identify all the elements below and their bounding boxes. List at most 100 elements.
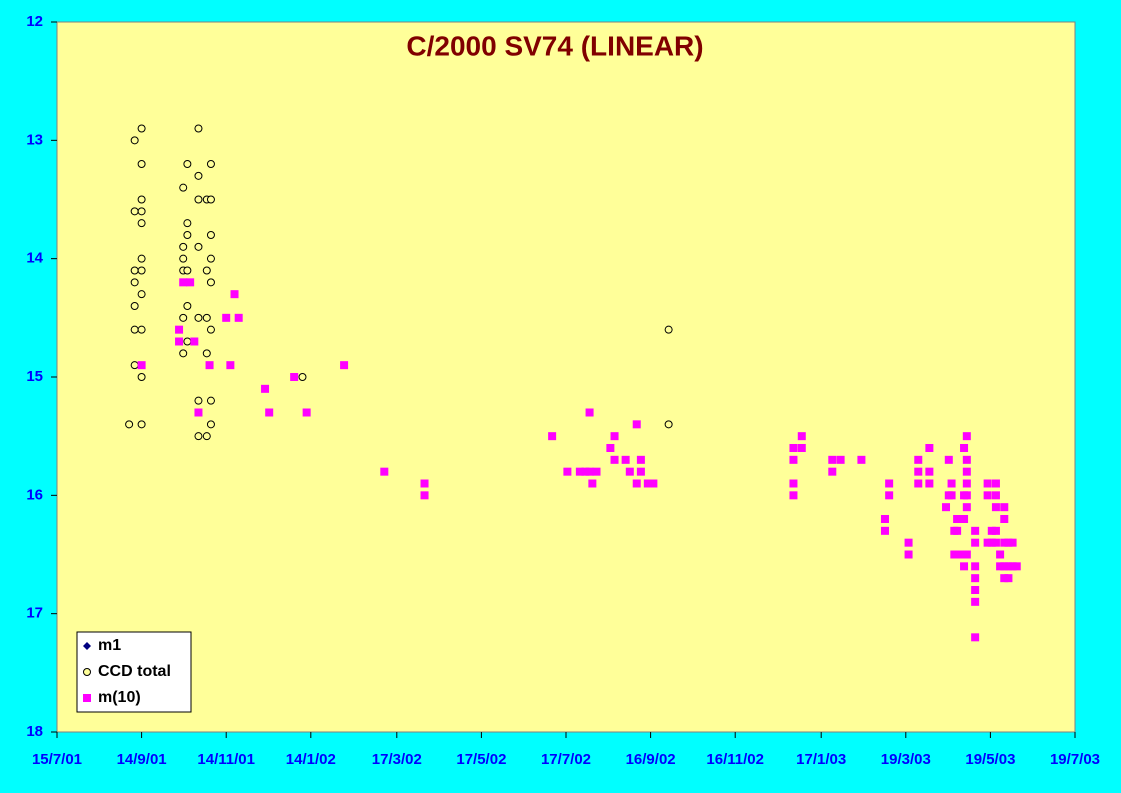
point (1004, 538, 1013, 547)
point (222, 313, 231, 322)
point (380, 467, 389, 476)
legend-marker (83, 668, 91, 676)
point (575, 467, 584, 476)
point (179, 349, 188, 358)
point (548, 432, 557, 441)
point (137, 361, 146, 370)
point (588, 479, 597, 488)
point (137, 160, 146, 168)
legend: m1 CCD total m(10) (76, 631, 192, 713)
point (183, 266, 192, 275)
point (953, 526, 962, 535)
x-tick-label: 14/11/01 (197, 751, 255, 768)
point (857, 455, 866, 464)
point (194, 408, 203, 417)
point (636, 455, 645, 464)
point (261, 384, 270, 393)
point (996, 562, 1005, 571)
plot-area (56, 21, 1076, 733)
point (194, 171, 203, 180)
point (137, 290, 146, 299)
x-tick-label: 14/9/01 (117, 751, 167, 768)
point (1012, 562, 1021, 571)
point (962, 479, 971, 488)
point (137, 124, 146, 133)
point (991, 503, 1000, 512)
point (962, 432, 971, 441)
point (987, 538, 996, 547)
y-tick-label: 16 (26, 486, 43, 503)
y-tick-label: 17 (26, 605, 43, 622)
point (789, 455, 798, 464)
point (265, 408, 274, 417)
point (971, 633, 980, 642)
point (130, 207, 139, 216)
legend-label: m1 (98, 637, 121, 654)
point (340, 361, 349, 370)
point (643, 479, 652, 488)
point (183, 337, 192, 346)
point (194, 242, 203, 251)
point (592, 467, 601, 476)
point (1008, 562, 1017, 571)
point (632, 420, 641, 429)
point (125, 420, 134, 429)
point (175, 337, 184, 346)
x-tick-label: 16/9/02 (626, 751, 676, 768)
point (953, 515, 962, 523)
point (137, 266, 146, 275)
point (962, 550, 971, 559)
point (991, 491, 1000, 500)
point (234, 313, 243, 322)
point (991, 538, 1000, 547)
point (789, 444, 798, 452)
point (944, 455, 953, 464)
point (137, 207, 146, 216)
point (206, 325, 215, 334)
point (183, 160, 192, 168)
point (962, 467, 971, 476)
point (130, 278, 139, 287)
x-tick-label: 17/1/03 (796, 751, 846, 768)
point (1008, 538, 1017, 547)
point (563, 467, 572, 476)
point (987, 526, 996, 535)
point (962, 491, 971, 500)
point (960, 562, 969, 571)
point (179, 183, 188, 192)
legend-marker (83, 642, 91, 650)
point (581, 467, 590, 476)
x-tick-label: 17/7/02 (541, 751, 591, 768)
point (914, 467, 923, 476)
point (632, 479, 641, 488)
point (885, 491, 894, 500)
point (960, 444, 969, 452)
y-tick-label: 13 (26, 131, 43, 148)
point (194, 396, 203, 405)
x-tick-label: 19/3/03 (881, 751, 931, 768)
point (1000, 515, 1009, 523)
point (130, 361, 139, 370)
point (190, 337, 199, 346)
point (914, 455, 923, 464)
x-tick-label: 17/3/02 (372, 751, 422, 768)
point (206, 278, 215, 287)
point (194, 432, 203, 441)
point (885, 479, 894, 488)
point (797, 444, 806, 452)
point (836, 455, 845, 464)
point (960, 515, 969, 523)
point (664, 325, 673, 334)
point (137, 219, 146, 228)
point (585, 408, 594, 417)
point (137, 325, 146, 334)
point (880, 526, 889, 535)
point (610, 455, 619, 464)
point (957, 550, 966, 559)
point (610, 432, 619, 441)
point (991, 479, 1000, 488)
point (947, 491, 956, 500)
point (130, 136, 139, 145)
y-tick-label: 18 (26, 723, 43, 740)
